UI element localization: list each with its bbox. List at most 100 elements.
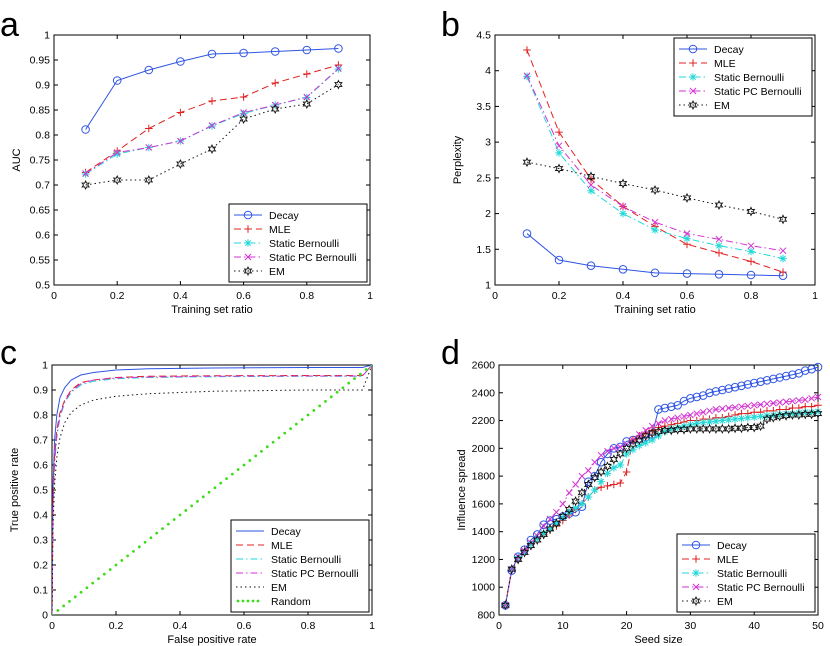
y-tick-label: 2.5 xyxy=(476,172,491,184)
series-random-point xyxy=(230,472,234,476)
series-mle-point xyxy=(610,480,618,489)
series-random-point xyxy=(294,422,298,426)
y-tick-label: 800 xyxy=(477,610,495,622)
legend-item-em: EM xyxy=(236,582,287,594)
series-decay-line xyxy=(85,48,339,130)
series-static-bernoulli-point xyxy=(641,438,650,447)
series-static-pc-bernoulli-point xyxy=(565,489,573,497)
legend-swatch-dot xyxy=(256,599,260,603)
y-tick-label: 0.4 xyxy=(33,510,48,522)
x-tick-label: 0 xyxy=(51,290,57,302)
x-tick-label: 0.4 xyxy=(616,290,631,302)
legend-item-static-bernoulli: Static Bernoulli xyxy=(234,238,339,250)
series-static-bernoulli-point xyxy=(239,109,248,118)
series-static-pc-bernoulli-point xyxy=(145,144,153,151)
series-mle-point xyxy=(747,257,755,266)
legend-item-static-pc-bernoulli: Static PC Bernoulli xyxy=(679,86,802,98)
series-static-pc-bernoulli-point xyxy=(683,230,691,237)
legend-swatch-marker xyxy=(692,569,700,577)
series-static-bernoulli-point xyxy=(705,418,714,426)
series-static-pc-bernoulli-point xyxy=(587,181,595,189)
series-random-point xyxy=(178,513,182,517)
series-static-bernoulli-point xyxy=(587,186,595,195)
series-em-point xyxy=(501,600,510,611)
legend-label: Static Bernoulli xyxy=(714,72,784,84)
series-random-point xyxy=(312,409,316,412)
legend-swatch-marker xyxy=(244,225,252,233)
series-static-pc-bernoulli-point xyxy=(699,408,707,416)
legend-label: EM xyxy=(714,100,730,112)
series-static-bernoulli-point xyxy=(616,461,625,469)
series-static-bernoulli-point xyxy=(555,149,563,157)
series-em-point xyxy=(650,184,660,196)
series-random-point xyxy=(79,590,83,594)
legend-label: EM xyxy=(269,266,285,278)
series-random-point xyxy=(166,522,170,526)
series-static-pc-bernoulli-point xyxy=(706,407,713,415)
legend-swatch-marker xyxy=(244,239,252,247)
legend-label: Decay xyxy=(269,210,300,222)
series-static-pc-bernoulli-point xyxy=(584,467,592,474)
legend: Decay MLE Static Bernoulli Static PC Bernou… xyxy=(673,37,813,117)
series-static-bernoulli-point xyxy=(769,411,778,419)
series-static-bernoulli-point xyxy=(113,150,121,158)
legend-item-em: EM xyxy=(679,100,730,112)
legend-label: EM xyxy=(717,596,733,608)
series-em-point xyxy=(577,487,587,498)
series-static-pc-bernoulli-point xyxy=(591,458,599,466)
series-static-bernoulli-point xyxy=(565,508,573,517)
y-tick-label: 1600 xyxy=(472,498,496,510)
legend-item-decay: Decay xyxy=(236,526,302,538)
series-static-bernoulli-point xyxy=(571,504,580,512)
series-em-point xyxy=(571,496,580,507)
series-static-bernoulli-point xyxy=(814,407,822,416)
x-tick-label: 0 xyxy=(49,620,55,632)
series-static-pc-bernoulli-point xyxy=(651,218,659,226)
legend-label: Static PC Bernoulli xyxy=(271,568,359,580)
series-em-point xyxy=(532,534,542,546)
y-tick-label: 2000 xyxy=(472,443,496,455)
y-tick-label: 0.85 xyxy=(30,105,51,117)
series-static-pc-bernoulli-point xyxy=(693,410,701,418)
series-decay-point xyxy=(781,371,791,381)
y-tick-label: 0.5 xyxy=(35,280,50,292)
series-em-point xyxy=(112,174,122,186)
series-static-pc-bernoulli-point xyxy=(648,422,656,430)
x-axis-label: False positive rate xyxy=(167,634,256,646)
series-static-pc-bernoulli-point xyxy=(795,397,803,404)
series-static-pc-bernoulli-point xyxy=(661,417,669,424)
series-static-bernoulli-point xyxy=(737,414,746,423)
legend-swatch-marker xyxy=(688,99,698,111)
series-static-bernoulli-point xyxy=(750,413,758,421)
legend-label: Static PC Bernoulli xyxy=(714,86,802,98)
series-mle-point xyxy=(587,175,595,184)
series-em-point xyxy=(813,408,823,419)
legend-swatch-dot xyxy=(241,599,245,603)
legend-box xyxy=(230,519,370,613)
series-decay-point xyxy=(618,264,628,274)
series-decay-point xyxy=(584,477,593,486)
y-tick-label: 2600 xyxy=(472,360,496,372)
series-static-bernoulli-point xyxy=(788,409,797,418)
series-static-pc-bernoulli-point xyxy=(553,508,560,516)
legend-label: Static PC Bernoulli xyxy=(269,252,357,264)
series-static-pc-bernoulli-point xyxy=(546,515,554,523)
series-static-pc-bernoulli-line xyxy=(52,365,372,615)
y-axis-label: True positive rate xyxy=(9,448,21,533)
legend-label: Static Bernoulli xyxy=(271,554,341,566)
series-decay-point xyxy=(762,375,772,385)
series-mle-point xyxy=(271,79,279,87)
y-tick-label: 1 xyxy=(42,360,48,372)
legend-item-static-bernoulli: Static Bernoulli xyxy=(236,554,341,566)
y-tick-label: 4.5 xyxy=(476,30,491,42)
legend-label: Static Bernoulli xyxy=(269,238,339,250)
series-decay-point xyxy=(718,385,727,395)
legend-item-decay: Decay xyxy=(679,44,745,56)
y-tick-label: 0.8 xyxy=(33,410,48,422)
y-tick-label: 0.6 xyxy=(33,460,48,472)
series-mle-point xyxy=(779,268,787,276)
series-random-point xyxy=(161,527,164,531)
legend-item-mle: MLE xyxy=(679,58,736,70)
legend-swatch-marker xyxy=(689,59,697,67)
series-static-pc-bernoulli-point xyxy=(718,405,726,413)
